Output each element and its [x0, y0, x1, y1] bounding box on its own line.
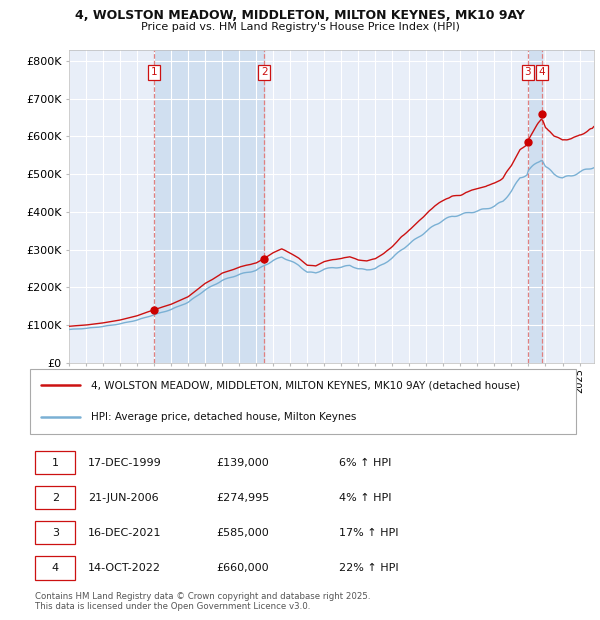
- Text: 4% ↑ HPI: 4% ↑ HPI: [339, 493, 392, 503]
- Text: 16-DEC-2021: 16-DEC-2021: [88, 528, 161, 538]
- Text: £274,995: £274,995: [217, 493, 270, 503]
- Text: HPI: Average price, detached house, Milton Keynes: HPI: Average price, detached house, Milt…: [91, 412, 356, 422]
- Text: 2: 2: [261, 67, 268, 78]
- Text: 4, WOLSTON MEADOW, MIDDLETON, MILTON KEYNES, MK10 9AY (detached house): 4, WOLSTON MEADOW, MIDDLETON, MILTON KEY…: [91, 380, 520, 390]
- Text: 21-JUN-2006: 21-JUN-2006: [88, 493, 159, 503]
- Bar: [528, 50, 542, 363]
- Text: £139,000: £139,000: [217, 458, 269, 467]
- Text: 3: 3: [524, 67, 531, 78]
- Text: 4: 4: [52, 563, 59, 573]
- Text: Price paid vs. HM Land Registry's House Price Index (HPI): Price paid vs. HM Land Registry's House …: [140, 22, 460, 32]
- FancyBboxPatch shape: [35, 521, 76, 544]
- FancyBboxPatch shape: [35, 486, 76, 510]
- Text: 1: 1: [151, 67, 157, 78]
- Text: 3: 3: [52, 528, 59, 538]
- Text: 4, WOLSTON MEADOW, MIDDLETON, MILTON KEYNES, MK10 9AY: 4, WOLSTON MEADOW, MIDDLETON, MILTON KEY…: [75, 9, 525, 22]
- Text: 1: 1: [52, 458, 59, 467]
- Text: 4: 4: [539, 67, 545, 78]
- FancyBboxPatch shape: [29, 369, 577, 434]
- Text: £585,000: £585,000: [217, 528, 269, 538]
- Bar: [154, 50, 264, 363]
- Text: 22% ↑ HPI: 22% ↑ HPI: [339, 563, 399, 573]
- Text: Contains HM Land Registry data © Crown copyright and database right 2025.
This d: Contains HM Land Registry data © Crown c…: [35, 591, 371, 611]
- Text: 14-OCT-2022: 14-OCT-2022: [88, 563, 161, 573]
- Text: 6% ↑ HPI: 6% ↑ HPI: [339, 458, 392, 467]
- Text: 17% ↑ HPI: 17% ↑ HPI: [339, 528, 399, 538]
- Text: 2: 2: [52, 493, 59, 503]
- Text: £660,000: £660,000: [217, 563, 269, 573]
- Text: 17-DEC-1999: 17-DEC-1999: [88, 458, 162, 467]
- FancyBboxPatch shape: [35, 556, 76, 580]
- FancyBboxPatch shape: [35, 451, 76, 474]
